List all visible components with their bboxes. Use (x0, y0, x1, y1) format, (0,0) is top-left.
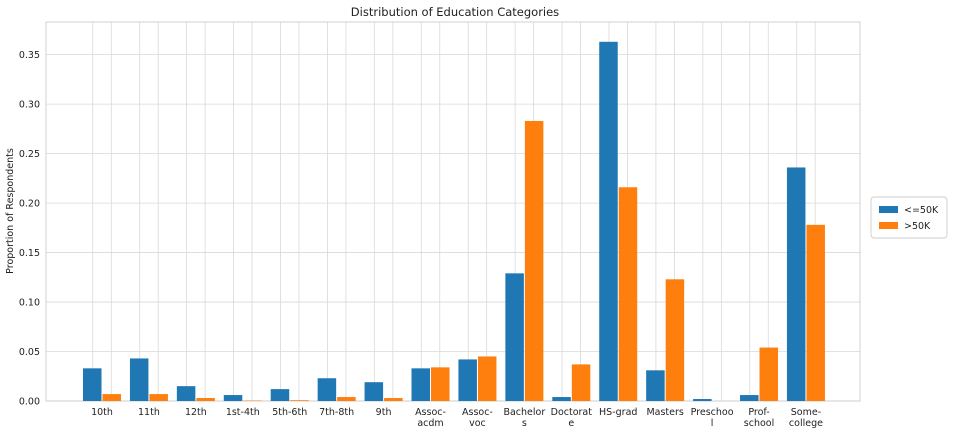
bar-le50k (364, 382, 384, 401)
bar-le50k (646, 370, 665, 401)
x-tick-label: Bachelor s (503, 407, 545, 429)
bar-le50k (223, 395, 243, 401)
bar-gt50k (571, 364, 591, 401)
bar-le50k (740, 395, 759, 401)
bar-le50k (693, 399, 712, 401)
y-axis-label: Proportion of Respondents (5, 148, 16, 274)
x-tick-label: 10th (91, 407, 113, 418)
x-tick-label: 5th-6th (272, 407, 307, 418)
bar-gt50k (618, 187, 638, 401)
x-tick-label: Preschoo l (691, 407, 734, 429)
y-tick-label: 0.25 (19, 149, 40, 160)
x-tick-label: 7th-8th (319, 407, 354, 418)
y-tick-label: 0.00 (19, 397, 40, 408)
bar-le50k (786, 167, 806, 401)
bar-le50k (129, 358, 149, 401)
bar-le50k (599, 41, 618, 401)
plot-area: 0.00 0.05 0.10 0.15 0.20 0.25 0.30 0.35 10th 11th… (19, 21, 861, 429)
legend-swatch (879, 206, 898, 213)
bar-le50k (505, 273, 524, 401)
bar-gt50k (384, 398, 403, 401)
y-tick-label: 0.20 (19, 199, 40, 210)
x-tick-label: Masters (646, 407, 683, 418)
chart-title: Distribution of Education Categories (351, 5, 559, 19)
bar-le50k (411, 368, 431, 401)
y-tick-label: 0.15 (19, 248, 40, 259)
x-tick-label: Some-college (789, 407, 823, 429)
x-tick-label: Prof-school (744, 407, 774, 429)
bar-le50k (270, 389, 290, 401)
bar-gt50k (102, 394, 121, 401)
bar-gt50k (431, 367, 450, 401)
plot-background (46, 22, 860, 401)
bar-le50k (458, 359, 477, 401)
bar-gt50k (524, 120, 544, 401)
bar-le50k (552, 397, 571, 401)
legend: <=50K >50K (870, 196, 948, 239)
bar-gt50k (806, 224, 825, 401)
bar-gt50k (290, 400, 309, 401)
x-tick-label: Assoc-voc (462, 407, 493, 429)
x-tick-label: HS-grad (599, 407, 637, 418)
plot-border (45, 21, 861, 402)
x-tick-label: 11th (138, 407, 160, 418)
bar-le50k (83, 368, 102, 401)
y-tick-label: 0.10 (19, 298, 40, 309)
y-tick-label: 0.05 (19, 347, 40, 358)
bar-le50k (317, 378, 337, 401)
x-tick-label: 1st-4th (226, 407, 260, 418)
bar-gt50k (196, 398, 215, 401)
bar-gt50k (759, 347, 779, 401)
bar-gt50k (477, 356, 497, 401)
y-tick-label: 0.35 (19, 50, 40, 61)
legend-label: <=50K (904, 205, 939, 216)
x-tick-label: Assoc-acdm (415, 407, 446, 429)
bar-gt50k (149, 394, 168, 401)
legend-swatch (879, 222, 898, 229)
x-tick-label: 12th (185, 407, 207, 418)
x-tick-label: 9th (376, 407, 392, 418)
legend-label: >50K (904, 221, 931, 232)
bar-gt50k (337, 397, 356, 401)
y-tick-label: 0.30 (19, 100, 40, 111)
bar-le50k (176, 386, 196, 401)
bar-gt50k (665, 279, 685, 401)
x-tick-label: Doctorat e (551, 407, 593, 429)
